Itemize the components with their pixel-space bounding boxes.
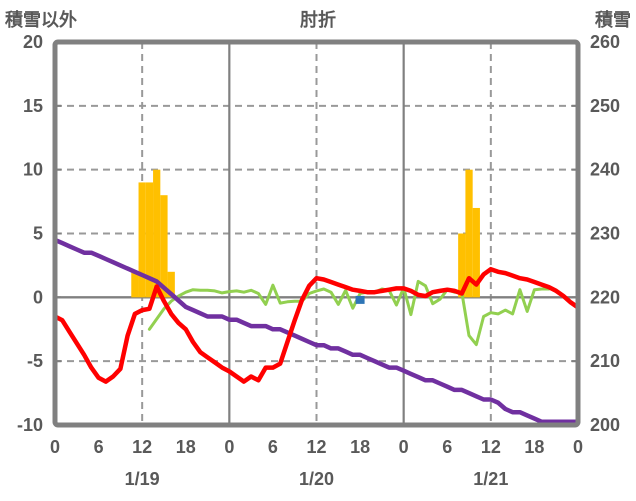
- chart-title: 肘折: [300, 10, 336, 30]
- precipitation-bar: [472, 207, 480, 298]
- left-axis-label: -5: [27, 351, 43, 371]
- x-axis-label: 6: [268, 437, 278, 457]
- right-axis-label: 210: [590, 351, 620, 371]
- x-axis-label: 12: [306, 437, 326, 457]
- right-axis-title: 積雪: [595, 10, 631, 30]
- date-label: 1/21: [473, 469, 508, 489]
- right-axis-label: 220: [590, 287, 620, 307]
- date-label: 1/19: [125, 469, 160, 489]
- precipitation-bar: [458, 233, 466, 298]
- left-axis-label: 0: [33, 287, 43, 307]
- right-axis-label: 200: [590, 415, 620, 435]
- red-line: [52, 266, 581, 384]
- left-axis-label: 5: [33, 224, 43, 244]
- x-axis-label: 6: [94, 437, 104, 457]
- x-axis-label: 0: [573, 437, 583, 457]
- precipitation-bar: [465, 169, 473, 298]
- left-axis-label: -10: [17, 415, 43, 435]
- purple-line: [52, 237, 581, 425]
- right-axis-label: 250: [590, 96, 620, 116]
- left-axis-label: 15: [23, 96, 43, 116]
- x-axis-label: 0: [50, 437, 60, 457]
- left-axis-title: 積雪以外: [5, 10, 77, 30]
- observation-point-marker: [355, 295, 365, 304]
- right-axis-label: 260: [590, 32, 620, 52]
- precipitation-bar: [167, 271, 175, 298]
- x-axis-label: 18: [524, 437, 544, 457]
- precipitation-bar: [153, 169, 161, 298]
- green-line: [147, 279, 551, 347]
- x-axis-label: 0: [224, 437, 234, 457]
- precipitation-bar: [138, 182, 146, 298]
- x-axis-label: 12: [132, 437, 152, 457]
- x-axis-label: 18: [350, 437, 370, 457]
- precipitation-bar: [160, 195, 168, 298]
- x-axis-label: 0: [399, 437, 409, 457]
- precipitation-bar: [145, 182, 154, 298]
- right-axis-label: 230: [590, 224, 620, 244]
- x-axis-label: 12: [481, 437, 501, 457]
- precipitation-bar: [131, 271, 139, 298]
- left-axis-label: 10: [23, 160, 43, 180]
- left-axis-label: 20: [23, 32, 43, 52]
- x-axis-label: 18: [176, 437, 196, 457]
- x-axis-label: 6: [442, 437, 452, 457]
- date-label: 1/20: [299, 469, 334, 489]
- right-axis-label: 240: [590, 160, 620, 180]
